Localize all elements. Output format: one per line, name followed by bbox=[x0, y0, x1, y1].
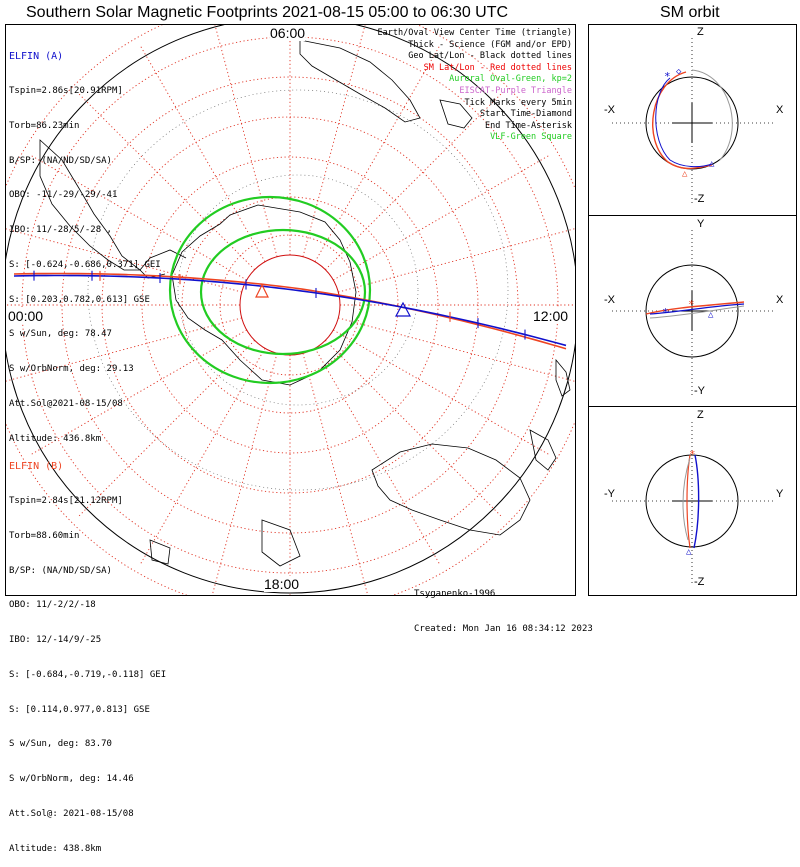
elfin-a-line: Tspin=2.86s[20.91RPM] bbox=[9, 85, 123, 96]
time-label-top: 06:00 bbox=[270, 25, 306, 41]
elfin-a-line: B/SP: (NA/ND/SD/SA) bbox=[9, 155, 112, 166]
elfin-b-name: ELFIN (B) bbox=[9, 461, 64, 473]
legend-entry: Thick - Science (FGM and/or EPD) bbox=[408, 39, 572, 50]
elfin-a-center-triangle bbox=[394, 301, 412, 317]
svg-text:*: * bbox=[664, 70, 671, 83]
svg-text:△: △ bbox=[708, 310, 714, 320]
legend-entry: Geo Lat/Lon - Black dotted lines bbox=[408, 51, 572, 62]
credits-author: Tsyganenko-1996 bbox=[414, 589, 496, 600]
elfin-b-line: Tspin=2.84s[21.12RPM] bbox=[9, 495, 123, 506]
elfin-a-line: Altitude: 436.8km bbox=[9, 433, 102, 444]
credits-created: Created: Mon Jan 16 08:34:12 2023 bbox=[414, 623, 593, 634]
map-frame bbox=[5, 24, 576, 596]
elfin-a-line: OBO: -11/-29/-29/-41 bbox=[9, 190, 118, 201]
elfin-b-track bbox=[13, 272, 567, 350]
legend-entry: Auroral Oval-Green, kp=2 bbox=[449, 74, 572, 85]
orbit-panel-3: * △ bbox=[612, 422, 774, 585]
orbit1-bottom: -Z bbox=[694, 193, 705, 205]
legend-entry: EISCAT-Purple Triangle bbox=[459, 85, 572, 96]
earth-limb bbox=[6, 25, 575, 594]
orbit1-left: -X bbox=[604, 104, 615, 116]
elfin-b-line: B/SP: (NA/ND/SD/SA) bbox=[9, 565, 112, 576]
orbit2-right: X bbox=[776, 294, 784, 306]
svg-text:△: △ bbox=[709, 159, 715, 169]
legend-entry: End Time-Asterisk bbox=[485, 120, 572, 131]
time-label-left: 00:00 bbox=[8, 308, 44, 324]
sm-lon-line bbox=[325, 340, 503, 518]
sm-lon-line bbox=[214, 25, 278, 257]
elfin-b-line: S: [0.114,0.977,0.813] GSE bbox=[9, 704, 150, 715]
elfin-b-line: S w/OrbNorm, deg: 14.46 bbox=[9, 774, 134, 785]
elfin-b-line: Att.Sol@: 2021-08-15/08 bbox=[9, 809, 134, 819]
orbit1-right: X bbox=[776, 104, 784, 116]
figure-canvas: * ◇ △ △ * * △ * △ bbox=[5, 24, 797, 596]
auroral-oval bbox=[168, 195, 372, 385]
orbit2-left: -X bbox=[604, 294, 615, 306]
sm-lon-line bbox=[314, 348, 441, 566]
orbit-panel-1: * ◇ △ △ bbox=[612, 38, 774, 205]
orbit3-right: Y bbox=[776, 488, 784, 500]
legend-entry: Earth/Oval View Center Time (triangle) bbox=[377, 28, 572, 38]
sm-inner-circle bbox=[239, 254, 341, 356]
svg-text:◇: ◇ bbox=[676, 67, 682, 77]
elfin-a-line: S: [0.203,0.782,0.613] GSE bbox=[9, 294, 150, 305]
time-label-right: 12:00 bbox=[533, 308, 569, 324]
elfin-b-line: S: [-0.684,-0.719,-0.118] GEI bbox=[9, 669, 167, 680]
elfin-a-line: Torb=86.23min bbox=[9, 120, 80, 131]
elfin-a-line: Att.Sol@2021-08-15/08 bbox=[9, 399, 123, 409]
time-label-bottom: 18:00 bbox=[264, 576, 300, 592]
svg-text:△: △ bbox=[682, 169, 688, 179]
orbit3-left: -Y bbox=[604, 488, 615, 500]
svg-text:*: * bbox=[688, 298, 695, 311]
polar-map bbox=[6, 25, 575, 595]
legend-entry: VLF-Green Square bbox=[490, 132, 572, 143]
elfin-a-line: IBO: 11/-28/5/-28 , bbox=[9, 225, 112, 236]
sm-lon-line bbox=[302, 353, 369, 595]
orbit-title: SM orbit bbox=[660, 4, 720, 21]
elfin-b-info: ELFIN (B) Tspin=2.84s[21.12RPM] Torb=88.… bbox=[9, 438, 166, 867]
legend-entry: SM Lat/Lon - Red dotted lines bbox=[423, 62, 572, 73]
orbit-frame bbox=[588, 24, 797, 596]
elfin-b-line: S w/Sun, deg: 83.70 bbox=[9, 739, 112, 750]
elfin-a-line: S w/Sun, deg: 78.47 bbox=[9, 329, 112, 340]
chart-title: Southern Solar Magnetic Footprints 2021-… bbox=[26, 4, 509, 21]
svg-text:*: * bbox=[662, 306, 669, 319]
tick-marks bbox=[33, 270, 526, 340]
orbit2-top: Y bbox=[697, 218, 705, 230]
orbit3-bottom: -Z bbox=[694, 576, 705, 588]
elfin-a-line: S: [-0.624,-0.686,0.371] GEI bbox=[9, 259, 161, 270]
orbit-panel-2: * * △ bbox=[612, 230, 774, 395]
elfin-a-name: ELFIN (A) bbox=[9, 51, 64, 63]
footprint-tracks bbox=[13, 272, 567, 350]
legend-entry: Start Time-Diamond bbox=[479, 109, 572, 120]
elfin-a-info: ELFIN (A) Tspin=2.86s[20.91RPM] Torb=86.… bbox=[9, 28, 161, 457]
elfin-b-line: OBO: 11/-2/2/-18 bbox=[9, 600, 96, 611]
sm-lon-line bbox=[211, 353, 278, 595]
geo-grid bbox=[87, 89, 509, 491]
svg-text:*: * bbox=[689, 448, 696, 461]
elfin-a-track bbox=[13, 274, 567, 347]
legend-entry: Tick Marks every 5min bbox=[464, 97, 572, 108]
svg-text:△: △ bbox=[686, 547, 692, 557]
elfin-b-center-triangle bbox=[255, 283, 269, 298]
elfin-b-line: Torb=88.60min bbox=[9, 530, 80, 541]
elfin-b-line: IBO: 12/-14/9/-25 bbox=[9, 635, 102, 646]
orbit1-top: Z bbox=[697, 26, 704, 38]
sm-lon-line bbox=[333, 329, 551, 456]
orbit2-bottom: -Y bbox=[694, 385, 705, 397]
elfin-a-line: S w/OrbNorm, deg: 29.13 bbox=[9, 364, 134, 375]
credits: Tsyganenko-1996 Created: Mon Jan 16 08:3… bbox=[414, 566, 593, 647]
orbit3-top: Z bbox=[697, 409, 704, 421]
legend: Earth/Oval View Center Time (triangle) Th… bbox=[378, 28, 572, 144]
elfin-b-line: Altitude: 438.8km bbox=[9, 843, 102, 854]
